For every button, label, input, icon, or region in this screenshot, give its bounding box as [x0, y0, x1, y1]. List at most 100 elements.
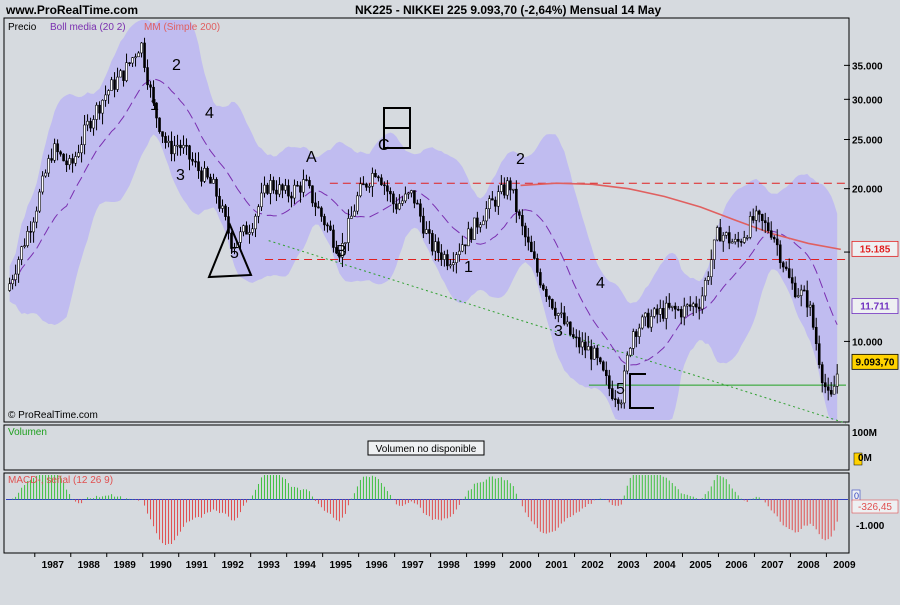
candle-body	[128, 62, 131, 64]
x-tick-label: 1998	[437, 560, 460, 571]
candle-body	[239, 231, 242, 243]
candle-body	[419, 203, 422, 217]
candle-body	[71, 158, 74, 164]
candle-body	[164, 136, 167, 143]
candle-body	[721, 234, 725, 242]
candle-body	[617, 399, 620, 404]
candle-body	[640, 316, 644, 329]
candle-body	[95, 104, 98, 120]
candle-body	[790, 277, 794, 284]
candle-body	[751, 216, 755, 221]
candle-body	[518, 211, 521, 216]
candle-body	[167, 140, 170, 143]
candle-body	[254, 215, 257, 230]
candle-body	[620, 402, 623, 405]
candle-body	[368, 185, 371, 188]
candle-body	[359, 183, 362, 197]
candle-body	[530, 241, 533, 252]
candle-body	[17, 259, 20, 275]
y-tick-label: 20.000	[852, 185, 883, 196]
candle-body	[715, 227, 719, 241]
candle-body	[796, 295, 800, 298]
candle-body	[775, 238, 779, 246]
macd-axis-label: -1.000	[856, 521, 885, 532]
x-tick-label: 2006	[725, 560, 748, 571]
candle-body	[308, 180, 311, 187]
candle-body	[260, 192, 263, 208]
candle-body	[410, 190, 413, 194]
candle-body	[158, 117, 161, 132]
candle-body	[658, 308, 662, 315]
y-tick-label: 25.000	[852, 136, 883, 147]
candle-body	[655, 308, 659, 315]
candle-body	[344, 242, 347, 244]
x-tick-label: 1990	[150, 560, 173, 571]
candle-body	[137, 52, 140, 58]
candle-body	[11, 279, 14, 285]
volume-message-box	[367, 440, 485, 456]
x-tick-label: 1997	[401, 560, 424, 571]
candle-body	[649, 316, 653, 328]
candle-body	[335, 247, 338, 254]
candle-body	[503, 184, 506, 196]
candle-body	[727, 232, 731, 244]
candle-body	[533, 251, 536, 259]
candle-body	[122, 70, 125, 81]
candle-body	[730, 241, 734, 244]
volume-label: Volumen	[8, 427, 47, 438]
candle-body	[524, 225, 527, 238]
candle-body	[554, 307, 557, 316]
candle-body	[757, 210, 761, 215]
candle-body	[733, 238, 737, 243]
candle-body	[772, 237, 776, 240]
candle-body	[35, 210, 38, 223]
candle-body	[718, 227, 722, 242]
candle-body	[290, 195, 293, 199]
candle-body	[596, 347, 599, 359]
candle-body	[287, 185, 290, 197]
chart-title: NK225 - NIKKEI 225 9.093,70 (-2,64%) Men…	[355, 3, 661, 17]
x-tick-label: 1991	[186, 560, 209, 571]
candle-body	[784, 266, 788, 269]
candle-body	[125, 62, 128, 81]
candle-body	[317, 206, 320, 209]
candle-body	[56, 143, 59, 153]
candle-body	[646, 312, 650, 328]
x-tick-label: 2000	[509, 560, 532, 571]
candle-body	[449, 264, 452, 267]
y-tick-label: 30.000	[852, 95, 883, 106]
candle-body	[215, 179, 218, 197]
candle-body	[395, 203, 398, 210]
candle-body	[416, 202, 419, 205]
macd-last-box	[851, 499, 899, 514]
candle-body	[766, 222, 770, 231]
candle-body	[811, 304, 815, 328]
site-name[interactable]: www.ProRealTime.com	[5, 3, 138, 17]
candle-body	[59, 151, 62, 155]
x-tick-label: 1993	[258, 560, 281, 571]
candle-body	[194, 160, 197, 163]
candle-body	[377, 176, 380, 179]
wave-label: A	[306, 149, 317, 166]
legend-boll: Boll media (20 2)	[50, 22, 126, 33]
wave-label: 4	[205, 105, 214, 122]
candle-body	[386, 185, 389, 192]
x-tick-label: 2003	[617, 560, 640, 571]
candle-body	[808, 304, 812, 308]
candle-body	[575, 336, 578, 339]
candle-body	[149, 84, 152, 88]
candle-body	[179, 144, 182, 149]
candle-body	[623, 370, 626, 404]
candle-body	[557, 313, 560, 316]
candle-body	[760, 214, 764, 221]
wave-label: 2	[516, 151, 525, 168]
candle-body	[602, 361, 605, 371]
candle-body	[560, 312, 563, 315]
candle-body	[467, 228, 470, 247]
candle-body	[527, 236, 530, 243]
candle-body	[341, 242, 344, 258]
candle-body	[401, 200, 404, 204]
candle-body	[500, 184, 503, 192]
candle-body	[155, 102, 158, 119]
